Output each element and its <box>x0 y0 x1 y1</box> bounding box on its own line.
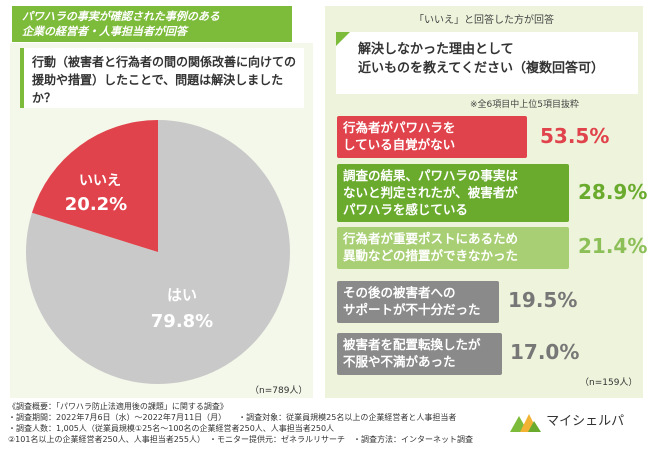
reason-2-line1: 調査の結果、パワハラの事実は <box>343 168 518 183</box>
reason-4-value: 19.5% <box>508 288 578 312</box>
banner-line2: 企業の経営者・人事担当者が回答 <box>22 25 187 38</box>
reason-bar-4: その後の被害者への サポートが不十分だった <box>337 281 499 323</box>
reason-1-value: 53.5% <box>540 124 610 148</box>
footer-line1: 《調査概要：「パワハラ防止法適用後の課題」に関する調査》 <box>8 402 228 411</box>
reason-2-line3: パワハラを感じている <box>343 202 468 217</box>
reason-5-value: 17.0% <box>510 340 580 364</box>
reason-4-line1: その後の被害者への <box>343 285 456 300</box>
pie-value-hai: 79.8% <box>151 311 213 332</box>
question2-box: 解決しなかった理由として 近いものを教えてください（複数回答可） <box>336 32 638 94</box>
reason-bar-3: 行為者が重要ポストにあるため 異動などの措置ができなかった <box>337 227 569 269</box>
footer-line2: ・調査期間：2022年7月6日（水）〜2022年7月11日（月） ・調査対象：従… <box>8 413 457 422</box>
survey-footer: 《調査概要：「パワハラ防止法適用後の課題」に関する調査》 ・調査期間：2022年… <box>8 401 508 445</box>
pie-n-label: （n=789人） <box>250 386 308 396</box>
question2-line2: 近いものを教えてください（複数回答可） <box>358 61 604 76</box>
reason-bar-2: 調査の結果、パワハラの事実は ないと判定されたが、被害者が パワハラを感じている <box>337 164 569 222</box>
reason-5-line1: 被害者を配置転換したが <box>343 337 481 352</box>
reason-3-value: 21.4% <box>578 234 648 258</box>
reason-5-line2: 不服や不満があった <box>343 354 456 369</box>
reason-3-line1: 行為者が重要ポストにあるため <box>343 231 519 246</box>
brand-logo-text: マイシェルパ <box>546 414 625 429</box>
pie-label-hai: はい <box>167 286 197 304</box>
survey-banner: パワハラの事実が確認された事例のある 企業の経営者・人事担当者が回答 <box>12 6 292 42</box>
banner-line1: パワハラの事実が確認された事例のある <box>22 10 220 23</box>
pie-slice-hai <box>25 120 290 385</box>
pie-value-iie: 20.2% <box>65 194 127 215</box>
brand-logo: マイシェルパ <box>510 410 640 432</box>
question1-text: 行動（被害者と行為者の間の関係改善に向けての援助や措置）したことで、問題は解決し… <box>32 55 297 105</box>
question2-line1: 解決しなかった理由として <box>358 42 514 57</box>
footer-line3: ・調査人数：1,005人（従業員規模①25名〜100名の企業経営者250人、人事… <box>8 424 335 433</box>
reason-1-line2: している自覚がない <box>343 137 456 152</box>
footer-line4: ②101名以上の企業経営者250人、人事担当者255人） ・モニター提供元：ゼネ… <box>8 435 473 444</box>
reason-2-line2: ないと判定されたが、被害者が <box>343 185 518 200</box>
reason-bar-1: 行為者がパワハラを している自覚がない <box>337 116 527 158</box>
reasons-n-label: （n=159人） <box>580 378 638 388</box>
mountain-logo-icon <box>510 413 541 432</box>
question1-box: 行動（被害者と行為者の間の関係改善に向けての援助や措置）したことで、問題は解決し… <box>20 48 304 108</box>
right-header: 「いいえ」と回答した方が回答 <box>414 15 554 26</box>
pie-label-iie: いいえ <box>79 173 121 189</box>
items-note: ※全6項目中上位5項目抜粋 <box>470 100 579 110</box>
reason-1-line1: 行為者がパワハラを <box>343 120 456 135</box>
pie-slice-iie <box>31 120 159 252</box>
reason-4-line2: サポートが不十分だった <box>343 302 481 317</box>
reason-3-line2: 異動などの措置ができなかった <box>343 248 519 263</box>
question2-corner-accent <box>336 32 350 46</box>
reason-bar-5: 被害者を配置転換したが 不服や不満があった <box>337 333 502 375</box>
reason-2-value: 28.9% <box>578 180 648 204</box>
